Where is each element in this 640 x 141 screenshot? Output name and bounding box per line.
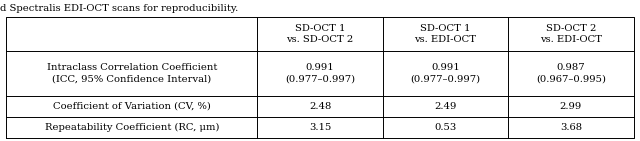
Text: Repeatability Coefficient (RC, μm): Repeatability Coefficient (RC, μm) [45, 123, 219, 132]
Text: 3.68: 3.68 [560, 123, 582, 132]
Text: Coefficient of Variation (CV, %): Coefficient of Variation (CV, %) [53, 102, 211, 111]
Text: Intraclass Correlation Coefficient
(ICC, 95% Confidence Interval): Intraclass Correlation Coefficient (ICC,… [47, 63, 217, 83]
Text: 0.53: 0.53 [435, 123, 456, 132]
Text: 0.987
(0.967–0.995): 0.987 (0.967–0.995) [536, 63, 606, 83]
Text: d Spectralis EDI-OCT scans for reproducibility.: d Spectralis EDI-OCT scans for reproduci… [0, 4, 238, 13]
Text: SD-OCT 1
vs. SD-OCT 2: SD-OCT 1 vs. SD-OCT 2 [286, 24, 354, 44]
Text: 3.15: 3.15 [309, 123, 331, 132]
Text: 2.49: 2.49 [435, 102, 456, 111]
Text: 2.48: 2.48 [309, 102, 331, 111]
Text: 0.991
(0.977–0.997): 0.991 (0.977–0.997) [285, 63, 355, 83]
Text: SD-OCT 2
vs. EDI-OCT: SD-OCT 2 vs. EDI-OCT [540, 24, 602, 44]
Text: 2.99: 2.99 [560, 102, 582, 111]
Text: SD-OCT 1
vs. EDI-OCT: SD-OCT 1 vs. EDI-OCT [415, 24, 476, 44]
Text: 0.991
(0.977–0.997): 0.991 (0.977–0.997) [410, 63, 481, 83]
